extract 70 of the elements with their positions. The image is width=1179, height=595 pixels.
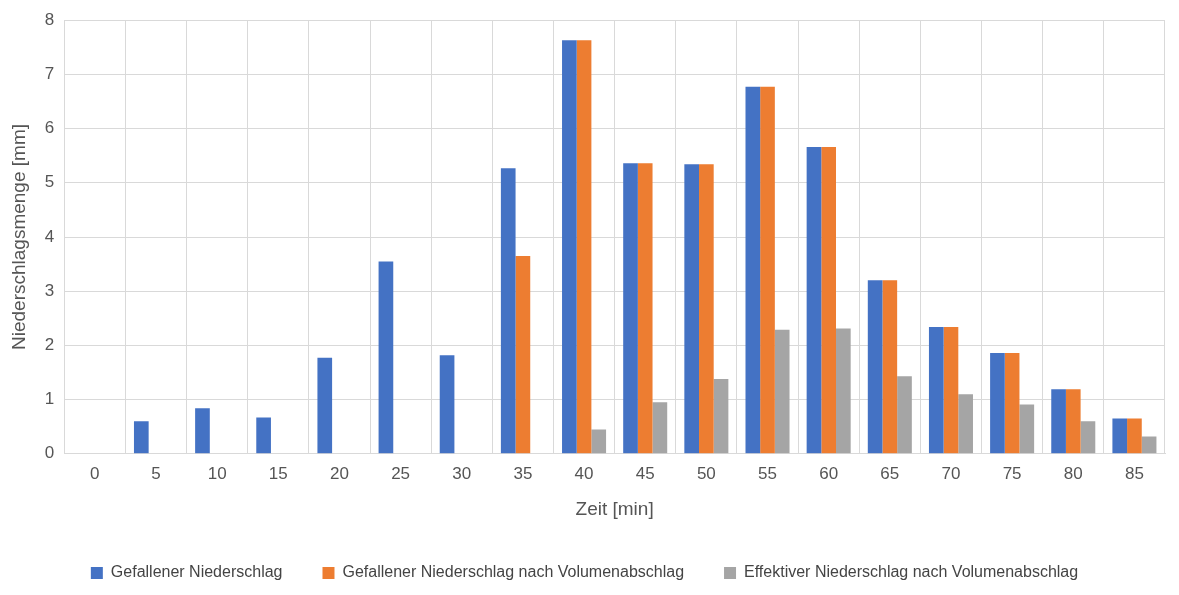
- bar: [623, 163, 638, 454]
- x-tick-label: 75: [1002, 463, 1022, 483]
- bar: [133, 421, 149, 454]
- y-tick-label: 0: [44, 443, 55, 463]
- bar: [760, 86, 775, 454]
- x-tick-label: 0: [90, 463, 100, 483]
- x-tick-label: 65: [880, 463, 900, 483]
- y-tick-label: 3: [44, 280, 55, 300]
- bar: [958, 394, 973, 454]
- bar: [500, 168, 516, 454]
- legend-label: Effektiver Niederschlag nach Volumenabschlag: [744, 563, 1079, 581]
- y-tick-label: 7: [44, 64, 55, 84]
- x-tick-label: 80: [1063, 463, 1083, 483]
- bar: [562, 40, 577, 454]
- x-axis-title: Zeit [min]: [575, 497, 654, 519]
- bar: [882, 280, 898, 454]
- x-tick-label: 60: [819, 463, 839, 483]
- bar: [576, 40, 592, 454]
- x-tick-label: 70: [941, 463, 961, 483]
- bar: [806, 147, 822, 454]
- bar: [515, 255, 531, 454]
- legend-label: Gefallener Niederschlag: [110, 563, 283, 581]
- x-tick-label: 5: [151, 463, 161, 483]
- bar: [652, 402, 668, 454]
- x-tick-label: 85: [1124, 463, 1144, 483]
- bar: [1127, 418, 1142, 454]
- bar: [637, 163, 653, 454]
- bar: [317, 357, 333, 454]
- y-tick-label: 2: [44, 335, 55, 355]
- y-tick-label: 6: [44, 118, 55, 138]
- bar: [713, 379, 729, 454]
- bar: [943, 326, 959, 454]
- x-tick-label: 50: [696, 463, 716, 483]
- x-tick-label: 40: [574, 463, 594, 483]
- x-tick-label: 30: [452, 463, 472, 483]
- bar: [195, 408, 210, 454]
- x-tick-label: 15: [268, 463, 288, 483]
- x-tick-label: 10: [207, 463, 227, 483]
- x-tick-label: 25: [391, 463, 411, 483]
- bar: [256, 417, 271, 454]
- bar: [684, 164, 700, 454]
- y-tick-label: 1: [44, 389, 55, 409]
- bar: [821, 147, 836, 454]
- bar: [745, 86, 761, 454]
- bar: [1051, 389, 1066, 454]
- bar: [867, 280, 883, 454]
- bar: [1141, 436, 1157, 454]
- bar: [378, 261, 394, 454]
- bar: [774, 329, 790, 454]
- bar: [1065, 389, 1081, 454]
- bar: [1080, 421, 1096, 454]
- x-tick-label: 35: [513, 463, 533, 483]
- bar: [897, 376, 912, 454]
- bar: [1004, 352, 1020, 454]
- x-tick-label: 55: [758, 463, 777, 483]
- bar: [928, 326, 944, 454]
- y-tick-label: 8: [44, 9, 55, 29]
- bar: [1112, 418, 1128, 454]
- bar: [699, 164, 714, 454]
- y-tick-label: 4: [44, 226, 55, 246]
- x-tick-label: 20: [329, 463, 349, 483]
- y-tick-label: 5: [44, 172, 55, 192]
- x-tick-label: 45: [635, 463, 655, 483]
- bar: [591, 429, 607, 454]
- bar: [836, 328, 851, 454]
- y-axis-title: Niederschlagsmenge [mm]: [7, 124, 29, 350]
- bar: [990, 352, 1005, 454]
- legend-label: Gefallener Niederschlag nach Volumenabschlag: [342, 563, 685, 581]
- bar: [1019, 404, 1035, 454]
- bar: [439, 355, 455, 454]
